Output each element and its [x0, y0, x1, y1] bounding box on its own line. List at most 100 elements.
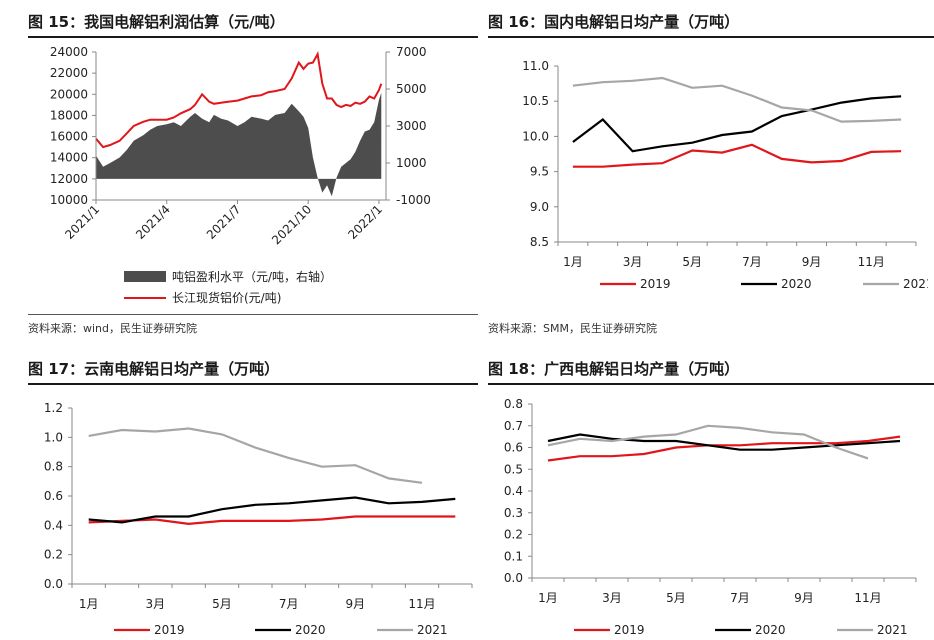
title-rule [28, 36, 478, 38]
y-tick-label: 0.8 [504, 397, 523, 411]
y-tick-label: 0.4 [44, 518, 63, 532]
title-rule [488, 36, 934, 38]
y-tick-label: 11.0 [522, 59, 549, 73]
x-tick-label: 11月 [854, 591, 881, 605]
legend-label-2020: 2020 [781, 277, 812, 291]
x-tick-label: 11月 [858, 255, 885, 269]
chart-title: 图 18：广西电解铝日均产量（万吨） [488, 360, 740, 378]
y-tick-label: 0.5 [504, 462, 523, 476]
panel-fig18: 图 18：广西电解铝日均产量（万吨） 0.0 0.1 0.2 0.3 0.4 0.5 0.6… [488, 350, 934, 640]
y-tick-label: 0.6 [504, 441, 523, 455]
x-tick-label: 2021/10 [269, 202, 314, 247]
chart-title: 图 15：我国电解铝利润估算（元/吨） [28, 13, 285, 31]
left-tick-label: 12000 [50, 172, 88, 186]
panel-fig17: 图 17：云南电解铝日均产量（万吨） 0.0 0.2 0.4 0.6 0.8 1.0 1.2… [28, 350, 478, 640]
y-tick-label: 0.2 [504, 528, 523, 542]
x-tick-label: 11月 [408, 597, 435, 611]
legend-label-price: 长江现货铝价(元/吨) [172, 290, 281, 305]
y-tick-label: 0.0 [504, 571, 523, 585]
right-tick-label: 3000 [396, 119, 427, 133]
left-tick-label: 20000 [50, 87, 88, 101]
legend-label-2019: 2019 [614, 623, 645, 637]
y-tick-label: 0.1 [504, 549, 523, 563]
left-tick-label: 18000 [50, 108, 88, 122]
chart-fig15: 10000 12000 14000 16000 18000 20000 22000 24000… [50, 45, 431, 305]
line-series-2019 [572, 143, 902, 168]
x-tick-label: 3月 [146, 597, 166, 611]
legend-label-2019: 2019 [154, 623, 185, 637]
source-note: 资料来源：SMM，民生证券研究院 [488, 322, 657, 335]
y-tick-label: 1.0 [44, 430, 63, 444]
line-series-2019 [88, 515, 456, 526]
x-tick-label: 7月 [742, 255, 762, 269]
y-tick-label: 9.0 [530, 200, 549, 214]
y-tick-label: 9.5 [530, 165, 549, 179]
chart-fig18: 0.0 0.1 0.2 0.3 0.4 0.5 0.6 0.7 0.8 1月 3月 5月 7月 9月 11月… [504, 397, 917, 637]
x-tick-label: 9月 [346, 597, 366, 611]
right-tick-label: 5000 [396, 82, 427, 96]
chart-fig16: 8.5 9.0 9.5 10.0 10.5 11.0 1月 3月 5月 7月 9月 11月 2019 20… [522, 59, 928, 291]
title-rule [28, 383, 478, 385]
line-series-price [95, 51, 383, 149]
y-tick-label: 0.8 [44, 460, 63, 474]
x-tick-label: 7月 [730, 591, 750, 605]
chart-title: 图 17：云南电解铝日均产量（万吨） [28, 360, 280, 378]
line-series-2021 [572, 76, 902, 123]
line-series-2021 [547, 424, 869, 460]
legend-label-2021: 2021 [417, 623, 448, 637]
title-rule [488, 383, 934, 385]
legend-label-2021: 2021 [903, 277, 928, 291]
left-tick-label: 14000 [50, 151, 88, 165]
right-tick-label: 1000 [396, 156, 427, 170]
line-series-2020 [547, 433, 901, 451]
legend-label-2019: 2019 [640, 277, 671, 291]
source-rule [28, 314, 478, 315]
x-tick-label: 1月 [79, 597, 99, 611]
x-tick-label: 2021/1 [62, 202, 102, 242]
y-tick-label: 0.0 [44, 577, 63, 591]
left-tick-label: 22000 [50, 66, 88, 80]
y-tick-label: 0.3 [504, 506, 523, 520]
right-tick-label: 7000 [396, 45, 427, 59]
y-tick-label: 10.5 [522, 94, 549, 108]
x-tick-label: 1月 [538, 591, 558, 605]
x-tick-label: 5月 [666, 591, 686, 605]
y-tick-label: 10.0 [522, 129, 549, 143]
right-tick-label: -1000 [396, 193, 431, 207]
x-tick-label: 1月 [563, 255, 583, 269]
left-tick-label: 24000 [50, 45, 88, 59]
left-tick-label: 16000 [50, 130, 88, 144]
line-series-2020 [88, 496, 456, 524]
chart-title: 图 16：国内电解铝日均产量（万吨） [488, 13, 740, 31]
x-tick-label: 9月 [802, 255, 822, 269]
x-tick-label: 9月 [794, 591, 814, 605]
x-tick-label: 5月 [212, 597, 232, 611]
legend-label-2020: 2020 [755, 623, 786, 637]
panel-fig15: 图 15：我国电解铝利润估算（元/吨） 10000 12000 14000 16000… [28, 0, 478, 340]
legend-label-2020: 2020 [295, 623, 326, 637]
y-tick-label: 0.6 [44, 489, 63, 503]
x-tick-label: 5月 [682, 255, 702, 269]
y-tick-label: 0.2 [44, 548, 63, 562]
y-tick-label: 0.7 [504, 419, 523, 433]
x-tick-label: 2022/1 [345, 202, 385, 242]
left-tick-label: 10000 [50, 193, 88, 207]
y-tick-label: 0.4 [504, 484, 523, 498]
area-series-profit [96, 92, 382, 197]
line-series-2021 [88, 427, 423, 484]
source-note: 资料来源：wind，民生证券研究院 [28, 322, 198, 335]
x-tick-label: 2021/4 [133, 202, 173, 242]
y-tick-label: 8.5 [530, 235, 549, 249]
legend-swatch-profit [124, 271, 166, 282]
legend-label-2021: 2021 [877, 623, 908, 637]
line-series-2020 [572, 95, 902, 153]
x-tick-label: 3月 [623, 255, 643, 269]
chart-fig17: 0.0 0.2 0.4 0.6 0.8 1.0 1.2 1月 3月 5月 7月 9月 11月 2019 20… [44, 401, 473, 637]
x-tick-label: 7月 [279, 597, 299, 611]
y-tick-label: 1.2 [44, 401, 63, 415]
x-tick-label: 2021/7 [204, 202, 244, 242]
panel-fig16: 图 16：国内电解铝日均产量（万吨） 8.5 9.0 9.5 10.0 10.5 11.0… [488, 0, 934, 340]
x-tick-label: 3月 [602, 591, 622, 605]
legend-label-profit: 吨铝盈利水平（元/吨，右轴） [172, 269, 332, 284]
line-series-2019 [547, 435, 901, 462]
